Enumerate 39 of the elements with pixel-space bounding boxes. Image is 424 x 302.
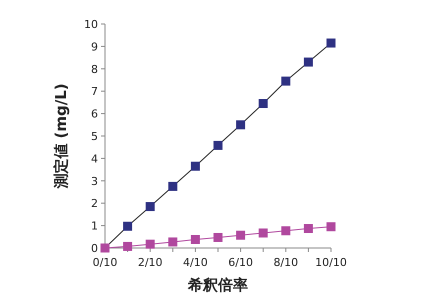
- point: [304, 58, 313, 67]
- point: [146, 202, 155, 212]
- point: [258, 228, 268, 238]
- point: [304, 224, 313, 234]
- point: [214, 140, 222, 150]
- point: [146, 240, 155, 249]
- point: [236, 120, 246, 130]
- x-tick-label: 0/10: [92, 256, 118, 269]
- point: [123, 242, 132, 251]
- point: [168, 182, 178, 191]
- y-axis-title: 測定値 (mg/L): [52, 83, 70, 190]
- x-tick-label: 10/10: [315, 256, 347, 269]
- point: [281, 76, 290, 86]
- x-tick-label: 4/10: [183, 256, 208, 269]
- y-tick-label: 9: [91, 40, 98, 54]
- y-tick-label: 10: [84, 18, 98, 31]
- y-tick-label: 8: [91, 62, 98, 76]
- y-tick-label: 4: [91, 152, 98, 166]
- point: [190, 234, 200, 244]
- y-tick-label: 2: [91, 197, 98, 210]
- x-tick-label: 2/10: [138, 256, 163, 269]
- point: [123, 222, 132, 231]
- point: [168, 237, 178, 246]
- point: [214, 232, 222, 242]
- x-tick-label: 6/10: [228, 256, 253, 269]
- point: [326, 38, 336, 48]
- y-tick-label: 0: [91, 242, 98, 255]
- point: [326, 222, 336, 232]
- y-tick-label: 3: [91, 174, 98, 188]
- y-tick-label: 1: [91, 220, 98, 233]
- y-tick-label: 7: [91, 85, 98, 98]
- x-tick-label: 8/10: [273, 256, 298, 269]
- x-axis-title: 希釈倍率: [187, 276, 248, 294]
- y-tick-label: 6: [91, 108, 98, 121]
- point: [190, 162, 200, 171]
- point: [236, 230, 246, 240]
- point: [258, 99, 268, 108]
- point: [281, 226, 290, 236]
- y-tick-label: 5: [91, 130, 98, 143]
